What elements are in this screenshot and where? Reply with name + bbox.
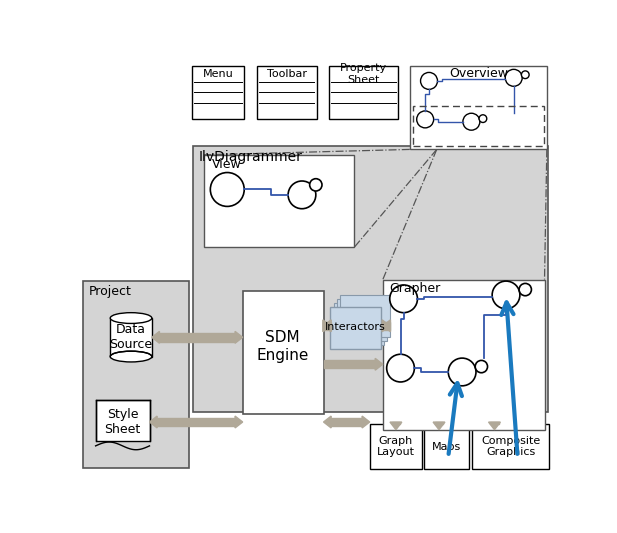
- Polygon shape: [433, 422, 445, 430]
- Polygon shape: [323, 320, 331, 332]
- Bar: [340, 295, 390, 337]
- Circle shape: [449, 358, 476, 386]
- Circle shape: [519, 284, 531, 296]
- Bar: [110, 318, 152, 357]
- Polygon shape: [382, 320, 390, 332]
- Text: Overview: Overview: [449, 68, 508, 80]
- Polygon shape: [235, 332, 242, 343]
- Polygon shape: [323, 320, 331, 332]
- Polygon shape: [491, 422, 499, 424]
- Circle shape: [288, 181, 316, 209]
- Ellipse shape: [110, 351, 152, 362]
- Text: Composite
Graphics: Composite Graphics: [481, 436, 540, 457]
- Bar: [334, 303, 384, 345]
- Bar: [192, 66, 244, 119]
- Text: Toolbar: Toolbar: [267, 69, 307, 79]
- Circle shape: [387, 354, 415, 382]
- Polygon shape: [390, 422, 402, 430]
- Bar: [472, 424, 549, 469]
- Text: Menu: Menu: [202, 69, 233, 79]
- Circle shape: [521, 71, 529, 78]
- Text: Interactors: Interactors: [325, 322, 386, 332]
- Polygon shape: [323, 416, 331, 428]
- Polygon shape: [149, 416, 157, 428]
- Bar: [424, 424, 469, 469]
- Circle shape: [479, 115, 487, 123]
- Text: Maps: Maps: [432, 442, 462, 451]
- Circle shape: [505, 69, 522, 86]
- Bar: [413, 106, 544, 146]
- Polygon shape: [392, 422, 400, 424]
- Polygon shape: [383, 320, 391, 332]
- Text: View: View: [212, 158, 242, 171]
- Polygon shape: [159, 333, 235, 342]
- Circle shape: [390, 285, 418, 313]
- Polygon shape: [235, 416, 242, 428]
- Polygon shape: [152, 332, 159, 343]
- Bar: [83, 281, 189, 468]
- Polygon shape: [331, 418, 362, 426]
- Text: Style
Sheet: Style Sheet: [104, 408, 141, 436]
- Circle shape: [492, 281, 520, 309]
- Bar: [331, 306, 381, 349]
- Bar: [410, 66, 547, 149]
- Text: Project: Project: [89, 285, 131, 298]
- Polygon shape: [382, 321, 391, 330]
- Text: Property
Sheet: Property Sheet: [340, 63, 387, 85]
- Polygon shape: [435, 422, 443, 424]
- Text: Grapher: Grapher: [389, 282, 440, 295]
- Circle shape: [416, 111, 434, 128]
- Polygon shape: [323, 321, 331, 330]
- Circle shape: [463, 113, 480, 130]
- Polygon shape: [489, 422, 500, 430]
- Circle shape: [421, 72, 437, 90]
- Text: Graph
Layout: Graph Layout: [377, 436, 415, 457]
- Bar: [204, 155, 354, 247]
- Bar: [337, 299, 387, 341]
- Text: IlvDiagrammer: IlvDiagrammer: [199, 150, 303, 164]
- Polygon shape: [362, 416, 370, 428]
- Bar: [193, 147, 549, 412]
- Bar: [257, 66, 317, 119]
- Text: Data
Source: Data Source: [109, 324, 152, 351]
- Polygon shape: [157, 418, 235, 426]
- Circle shape: [310, 179, 322, 191]
- Bar: [383, 280, 545, 430]
- Circle shape: [475, 360, 487, 373]
- Bar: [370, 424, 422, 469]
- Text: SDM
Engine: SDM Engine: [257, 330, 309, 363]
- Ellipse shape: [110, 313, 152, 324]
- Polygon shape: [375, 358, 383, 370]
- Bar: [329, 66, 398, 119]
- Polygon shape: [323, 360, 375, 368]
- Circle shape: [210, 173, 244, 206]
- Bar: [96, 400, 149, 441]
- Bar: [242, 291, 323, 414]
